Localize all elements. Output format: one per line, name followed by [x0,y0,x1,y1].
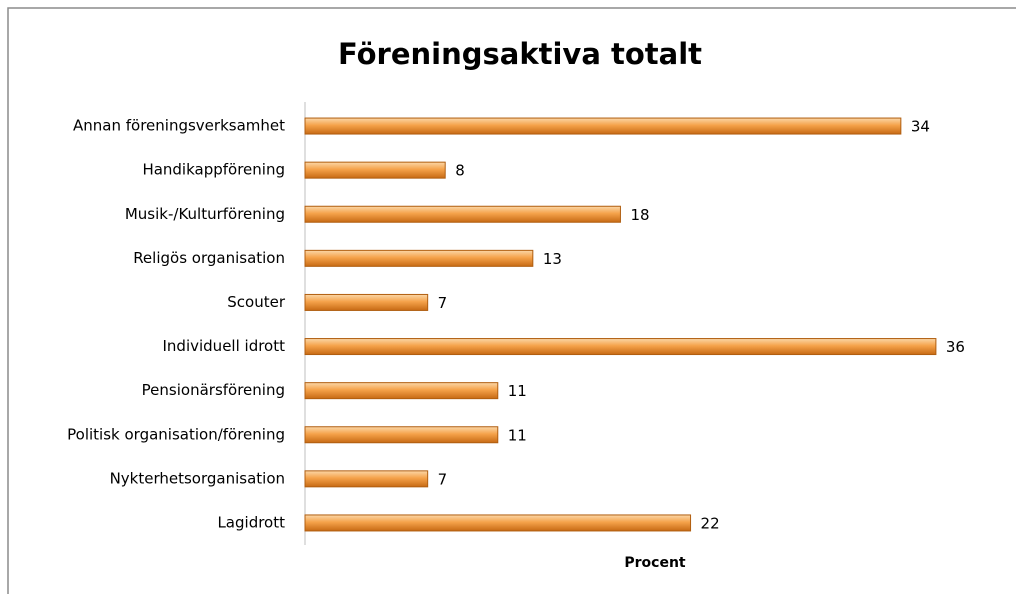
data-label: 18 [630,206,649,224]
bar [304,161,446,179]
data-label: 11 [508,382,527,400]
y-tick-label: Annan föreningsverksamhet [73,117,285,135]
bar [304,514,692,532]
bar [304,293,429,311]
bar [304,470,429,488]
y-tick-label: Individuell idrott [163,337,286,355]
bar [304,117,902,135]
y-tick-label: Pensionärsförening [142,381,285,399]
bar [304,382,499,400]
y-tick-label: Politisk organisation/förening [67,425,285,443]
frame [7,7,1016,594]
data-label: 13 [543,250,562,268]
data-label: 7 [438,470,448,488]
x-axis-label: Procent [624,555,686,571]
y-tick-label: Nykterhetsorganisation [110,469,285,487]
y-tick-label: Handikappförening [142,161,285,179]
data-label: 22 [701,514,720,532]
data-label: 36 [946,338,965,356]
data-label: 8 [455,162,465,180]
data-label: 11 [508,426,527,444]
bar [304,249,534,267]
data-label: 34 [911,118,930,136]
y-tick-label: Musik-/Kulturförening [125,205,285,223]
chart-title: Föreningsaktiva totalt [338,37,702,71]
bar [304,426,499,444]
data-label: 7 [438,294,448,312]
y-tick-label: Scouter [227,293,286,311]
y-tick-label: Religös organisation [133,249,285,267]
bar [304,338,937,356]
bar [304,205,621,223]
y-tick-label: Lagidrott [217,513,285,531]
